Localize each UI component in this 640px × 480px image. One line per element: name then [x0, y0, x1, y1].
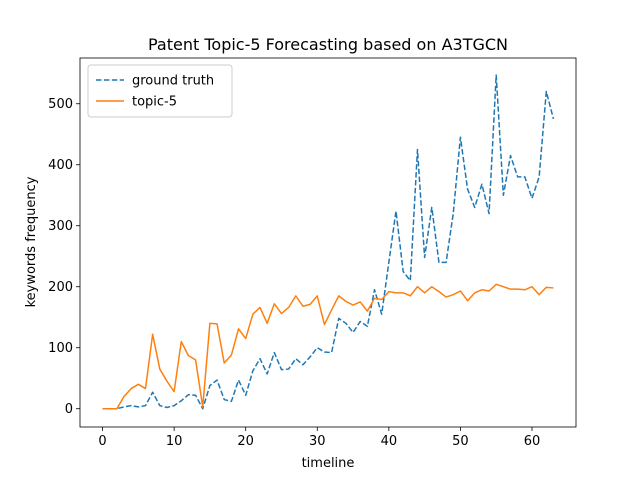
chart-title: Patent Topic-5 Forecasting based on A3TG…: [148, 35, 508, 54]
y-tick-label: 200: [48, 280, 73, 295]
y-tick-label: 500: [48, 97, 73, 112]
x-tick-label: 10: [166, 434, 183, 449]
x-tick-label: 30: [309, 434, 326, 449]
legend: ground truth topic-5: [88, 65, 232, 117]
legend-label: ground truth: [132, 74, 214, 89]
y-tick-label: 300: [48, 219, 73, 234]
y-tick-label: 400: [48, 158, 73, 173]
legend-label: topic-5: [132, 95, 177, 110]
x-axis-label: timeline: [302, 456, 355, 471]
x-tick-label: 20: [237, 434, 254, 449]
x-tick-label: 0: [98, 434, 106, 449]
y-tick-label: 100: [48, 341, 73, 356]
x-tick-label: 60: [524, 434, 541, 449]
y-axis-label: keywords frequency: [24, 176, 39, 307]
x-tick-label: 40: [381, 434, 398, 449]
y-tick-label: 0: [65, 402, 73, 417]
x-tick-label: 50: [452, 434, 469, 449]
